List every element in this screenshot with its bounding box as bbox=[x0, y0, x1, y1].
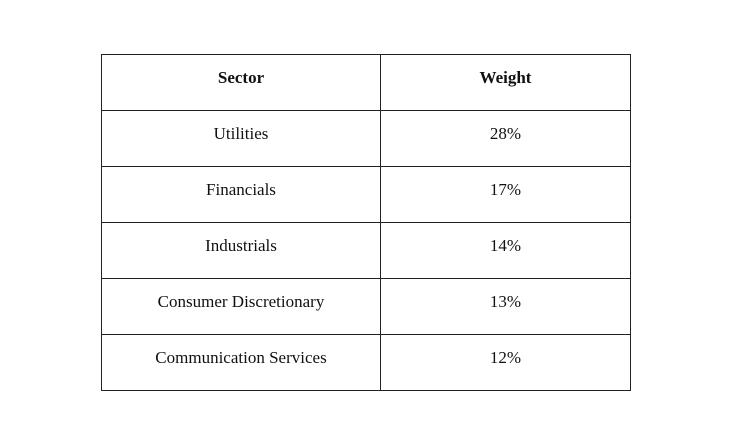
weight-cell: 28% bbox=[380, 110, 631, 167]
table-row: Industrials 14% bbox=[101, 222, 631, 279]
sector-cell: Industrials bbox=[101, 222, 381, 279]
sector-weight-table: Sector Weight Utilities 28% Financials 1… bbox=[101, 54, 631, 391]
table-row: Financials 17% bbox=[101, 166, 631, 223]
sector-cell: Utilities bbox=[101, 110, 381, 167]
weight-cell: 17% bbox=[380, 166, 631, 223]
weight-cell: 14% bbox=[380, 222, 631, 279]
weight-cell: 12% bbox=[380, 334, 631, 391]
sector-cell: Consumer Discretionary bbox=[101, 278, 381, 335]
header-weight: Weight bbox=[380, 54, 631, 111]
sector-cell: Communication Services bbox=[101, 334, 381, 391]
weight-cell: 13% bbox=[380, 278, 631, 335]
sector-cell: Financials bbox=[101, 166, 381, 223]
table-row: Consumer Discretionary 13% bbox=[101, 278, 631, 335]
table-header-row: Sector Weight bbox=[101, 54, 631, 111]
table-row: Communication Services 12% bbox=[101, 334, 631, 391]
sector-weight-table-container: Sector Weight Utilities 28% Financials 1… bbox=[101, 54, 631, 391]
table-row: Utilities 28% bbox=[101, 110, 631, 167]
header-sector: Sector bbox=[101, 54, 381, 111]
